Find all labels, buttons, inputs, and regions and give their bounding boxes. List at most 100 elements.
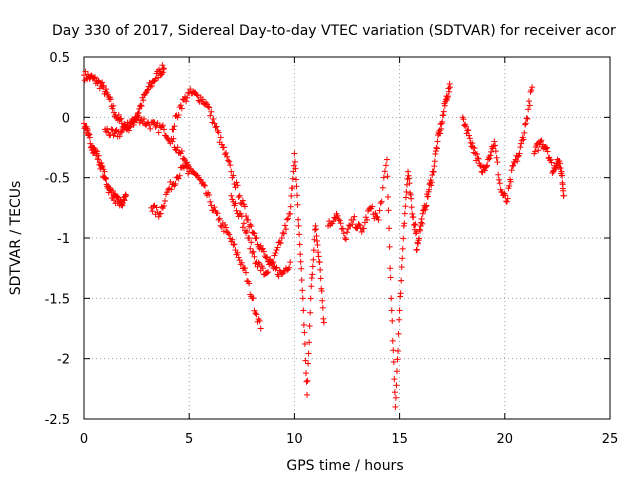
data-point bbox=[149, 208, 156, 215]
data-point bbox=[201, 182, 208, 189]
x-axis-label: GPS time / hours bbox=[286, 458, 403, 474]
data-point bbox=[187, 165, 194, 172]
data-point bbox=[269, 260, 276, 267]
data-point bbox=[400, 235, 407, 242]
data-point bbox=[225, 157, 232, 164]
data-point bbox=[208, 202, 215, 209]
data-point bbox=[360, 225, 367, 232]
data-point bbox=[522, 120, 529, 127]
data-point bbox=[280, 230, 287, 237]
data-point bbox=[252, 235, 259, 242]
data-point bbox=[196, 176, 203, 183]
data-point bbox=[150, 203, 157, 210]
data-point bbox=[103, 86, 110, 93]
data-point bbox=[538, 137, 545, 144]
data-point bbox=[392, 403, 399, 410]
x-tick-label: 5 bbox=[185, 432, 193, 447]
data-point bbox=[137, 102, 144, 109]
data-point bbox=[159, 122, 166, 129]
data-point bbox=[301, 340, 308, 347]
data-point bbox=[215, 216, 222, 223]
data-point bbox=[175, 175, 182, 182]
data-point bbox=[235, 254, 242, 261]
data-point bbox=[405, 168, 412, 175]
data-point bbox=[438, 120, 445, 127]
data-point bbox=[308, 283, 315, 290]
data-point bbox=[211, 204, 218, 211]
data-point bbox=[535, 147, 542, 154]
data-point bbox=[552, 166, 559, 173]
data-point bbox=[345, 225, 352, 232]
data-point bbox=[228, 168, 235, 175]
data-point bbox=[432, 148, 439, 155]
data-point bbox=[487, 152, 494, 159]
data-point bbox=[209, 119, 216, 126]
data-point bbox=[478, 168, 485, 175]
data-point bbox=[446, 88, 453, 95]
data-point bbox=[469, 140, 476, 147]
data-point bbox=[109, 187, 116, 194]
data-point bbox=[559, 172, 566, 179]
data-point bbox=[200, 100, 207, 107]
data-point bbox=[271, 252, 278, 259]
data-point bbox=[400, 222, 407, 229]
data-point bbox=[243, 269, 250, 276]
y-tick-label: 0.5 bbox=[49, 51, 70, 66]
data-point bbox=[282, 226, 289, 233]
data-point bbox=[120, 196, 127, 203]
data-point bbox=[110, 109, 117, 116]
data-point bbox=[465, 127, 472, 134]
data-point bbox=[289, 185, 296, 192]
data-point bbox=[418, 215, 425, 222]
data-point bbox=[446, 80, 453, 87]
data-point bbox=[184, 94, 191, 101]
data-point bbox=[287, 259, 294, 266]
data-point bbox=[524, 115, 531, 122]
data-point bbox=[273, 247, 280, 254]
data-point bbox=[99, 79, 106, 86]
data-point bbox=[390, 347, 397, 354]
data-point bbox=[298, 265, 305, 272]
data-point bbox=[375, 216, 382, 223]
data-point bbox=[385, 207, 392, 214]
data-point bbox=[101, 168, 108, 175]
data-point bbox=[95, 156, 102, 163]
data-point bbox=[293, 183, 300, 190]
data-point bbox=[142, 120, 149, 127]
data-point bbox=[486, 155, 493, 162]
data-point bbox=[147, 125, 154, 132]
data-point bbox=[226, 231, 233, 238]
data-point bbox=[439, 118, 446, 125]
data-point bbox=[121, 197, 128, 204]
data-point bbox=[305, 350, 312, 357]
data-point bbox=[207, 198, 214, 205]
data-point bbox=[396, 307, 403, 314]
data-point bbox=[240, 220, 247, 227]
data-point bbox=[103, 175, 110, 182]
data-point bbox=[100, 82, 107, 89]
data-point bbox=[369, 203, 376, 210]
data-point bbox=[252, 260, 259, 267]
data-point bbox=[314, 242, 321, 249]
data-point bbox=[518, 140, 525, 147]
data-point bbox=[84, 127, 91, 134]
data-point bbox=[286, 264, 293, 271]
data-point bbox=[133, 117, 140, 124]
data-point bbox=[557, 160, 564, 167]
data-point bbox=[95, 152, 102, 159]
data-point bbox=[87, 140, 94, 147]
data-point bbox=[430, 168, 437, 175]
data-point bbox=[250, 248, 257, 255]
data-point bbox=[312, 226, 319, 233]
data-point bbox=[419, 210, 426, 217]
data-point bbox=[379, 184, 386, 191]
data-point bbox=[428, 182, 435, 189]
data-point bbox=[402, 203, 409, 210]
data-point bbox=[265, 269, 272, 276]
data-point bbox=[246, 235, 253, 242]
data-point bbox=[155, 213, 162, 220]
data-point bbox=[159, 62, 166, 69]
data-point bbox=[528, 87, 535, 94]
data-point bbox=[212, 124, 219, 131]
